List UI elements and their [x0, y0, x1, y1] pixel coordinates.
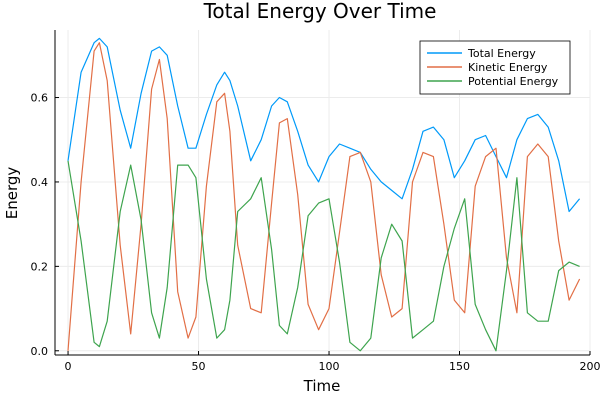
- y-axis-label: Energy: [3, 167, 21, 220]
- x-tick-label: 50: [192, 360, 206, 373]
- series-line-kinetic-energy: [67, 42, 581, 351]
- y-tick-label: 0.4: [31, 176, 49, 189]
- x-ticks: 0 50 100 150 200: [65, 351, 600, 373]
- x-axis-label: Time: [303, 377, 341, 395]
- y-ticks: 0.0 0.2 0.4 0.6: [31, 92, 59, 358]
- series-lines: [67, 37, 581, 352]
- series-line-total-energy: [67, 37, 581, 213]
- x-tick-label: 200: [580, 360, 600, 373]
- y-tick-label: 0.0: [31, 345, 49, 358]
- legend-label-potential-energy: Potential Energy: [468, 75, 559, 88]
- y-tick-label: 0.2: [31, 260, 49, 273]
- series-line-potential-energy: [67, 160, 580, 352]
- x-tick-label: 0: [65, 360, 72, 373]
- x-tick-label: 150: [449, 360, 470, 373]
- legend-label-kinetic-energy: Kinetic Energy: [468, 61, 548, 74]
- grid: [55, 30, 591, 355]
- y-tick-label: 0.6: [31, 92, 49, 105]
- chart-title: Total Energy Over Time: [203, 0, 437, 23]
- legend-label-total-energy: Total Energy: [467, 47, 536, 60]
- x-tick-label: 100: [319, 360, 340, 373]
